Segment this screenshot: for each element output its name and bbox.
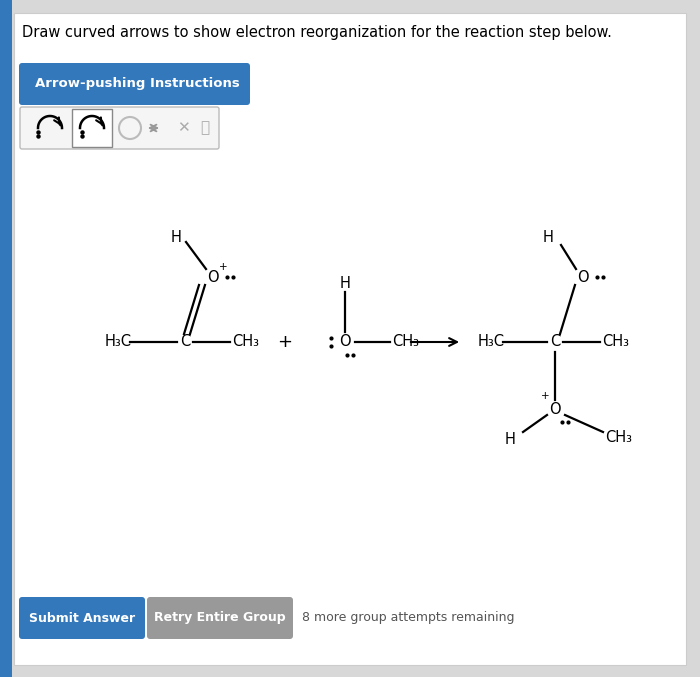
Text: H₃C: H₃C bbox=[478, 334, 505, 349]
Text: H: H bbox=[504, 433, 515, 447]
Text: Draw curved arrows to show electron reorganization for the reaction step below.: Draw curved arrows to show electron reor… bbox=[22, 25, 612, 40]
Text: C: C bbox=[550, 334, 560, 349]
Text: H₃C: H₃C bbox=[105, 334, 132, 349]
Text: Submit Answer: Submit Answer bbox=[29, 611, 135, 624]
Text: CH₃: CH₃ bbox=[605, 431, 632, 445]
Text: H: H bbox=[170, 230, 181, 244]
Text: 8 more group attempts remaining: 8 more group attempts remaining bbox=[302, 611, 514, 624]
FancyBboxPatch shape bbox=[0, 0, 12, 677]
FancyBboxPatch shape bbox=[147, 597, 293, 639]
Text: +: + bbox=[218, 262, 228, 272]
FancyBboxPatch shape bbox=[20, 107, 219, 149]
Text: Arrow-pushing Instructions: Arrow-pushing Instructions bbox=[35, 77, 239, 91]
Text: H: H bbox=[340, 276, 351, 292]
Text: ✕: ✕ bbox=[176, 121, 190, 135]
FancyBboxPatch shape bbox=[72, 109, 112, 147]
Text: H: H bbox=[542, 230, 553, 244]
Text: C: C bbox=[180, 334, 190, 349]
Text: +: + bbox=[540, 391, 550, 401]
FancyBboxPatch shape bbox=[19, 63, 250, 105]
Text: O: O bbox=[207, 269, 219, 284]
Text: Retry Entire Group: Retry Entire Group bbox=[154, 611, 286, 624]
Text: 🗑: 🗑 bbox=[200, 121, 209, 135]
Text: O: O bbox=[550, 403, 561, 418]
Text: O: O bbox=[340, 334, 351, 349]
Text: +: + bbox=[277, 333, 293, 351]
Text: CH₃: CH₃ bbox=[602, 334, 629, 349]
Text: CH₃: CH₃ bbox=[392, 334, 419, 349]
Text: O: O bbox=[578, 269, 589, 284]
FancyBboxPatch shape bbox=[19, 597, 145, 639]
FancyBboxPatch shape bbox=[14, 13, 686, 665]
Text: CH₃: CH₃ bbox=[232, 334, 259, 349]
